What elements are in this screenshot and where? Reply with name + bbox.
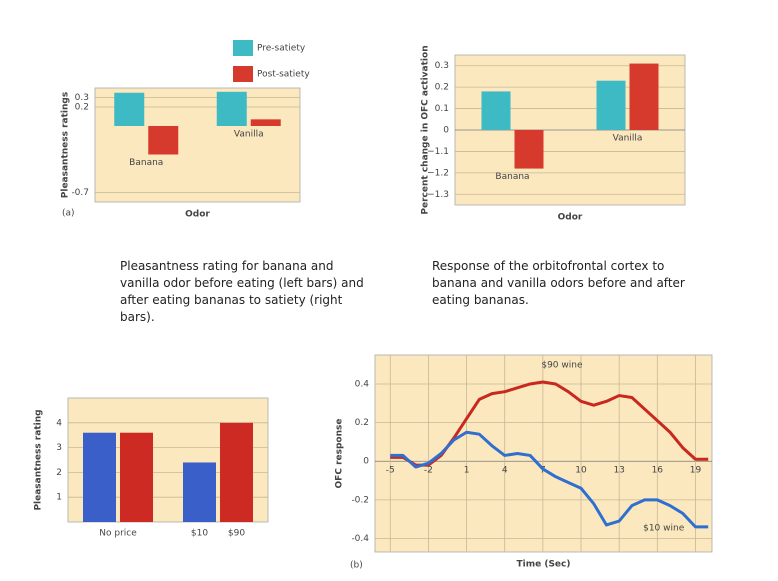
y-tick-label: 0.4: [355, 379, 370, 389]
y-tick-label: −1.3: [427, 190, 449, 200]
bar-label: $90: [228, 529, 245, 539]
bar: [83, 432, 116, 522]
category-label: Banana: [495, 172, 529, 182]
y-tick-label: 0: [363, 457, 369, 467]
bar: [596, 80, 626, 130]
category-label: No price: [99, 529, 137, 539]
y-tick-label: 3: [56, 443, 62, 453]
category-label: Banana: [129, 158, 163, 168]
legend-label: Pre-satiety: [257, 44, 306, 54]
bar: [250, 119, 281, 126]
y-tick-label: 0.3: [435, 61, 449, 71]
x-axis-label: Odor: [558, 213, 583, 223]
y-tick-label: -0.4: [351, 534, 369, 544]
y-tick-label: 0.3: [75, 93, 89, 103]
bar: [629, 63, 659, 131]
y-tick-label: 0.2: [75, 103, 89, 113]
x-tick-label: -2: [424, 466, 433, 476]
bar-label: $10: [191, 529, 208, 539]
y-axis-label: Percent change in OFC activation: [421, 45, 431, 214]
y-axis-label: Pleasantness ratings: [61, 92, 71, 198]
bar: [114, 92, 145, 126]
y-axis-label: OFC response: [335, 419, 345, 489]
caption: Response of the orbitofrontal cortex to …: [432, 259, 685, 307]
y-tick-label: −1.2: [427, 168, 449, 178]
y-tick-label: 0.1: [435, 104, 449, 114]
x-tick-label: 10: [575, 466, 587, 476]
y-axis-label: Pleasantness rating: [34, 409, 44, 510]
bar: [148, 126, 179, 155]
x-tick-label: -5: [386, 466, 395, 476]
legend-label: Post-satiety: [257, 70, 310, 80]
bar: [220, 422, 253, 522]
x-tick-label: 4: [502, 466, 508, 476]
y-tick-label: -0.7: [71, 188, 89, 198]
y-tick-label: 0.2: [435, 83, 449, 93]
y-tick-label: 2: [56, 468, 62, 478]
bar: [514, 130, 544, 169]
y-tick-label: 0: [443, 126, 449, 136]
annotation: $10 wine: [643, 523, 685, 533]
x-tick-label: 1: [464, 466, 470, 476]
bar: [481, 91, 511, 130]
panel-label: (a): [62, 209, 75, 219]
y-tick-label: 1: [56, 493, 62, 503]
caption: Pleasantness rating for banana and vanil…: [120, 259, 364, 324]
panel-label: (b): [350, 561, 363, 571]
category-label: Vanilla: [613, 134, 643, 144]
legend-swatch: [233, 66, 253, 82]
x-tick-label: 13: [613, 466, 624, 476]
x-tick-label: 7: [540, 466, 546, 476]
y-tick-label: -0.2: [351, 495, 369, 505]
y-tick-label: −1.1: [427, 147, 449, 157]
line: [390, 430, 709, 529]
legend-swatch: [233, 40, 253, 56]
bar: [183, 462, 216, 522]
x-tick-label: 16: [652, 466, 664, 476]
y-tick-label: 0.2: [355, 418, 369, 428]
x-axis-label: Time (Sec): [517, 560, 571, 570]
annotation: $90 wine: [541, 361, 583, 371]
category-label: Vanilla: [234, 130, 264, 140]
plot-area: [374, 354, 713, 553]
bar: [120, 432, 153, 522]
bar: [216, 91, 247, 126]
x-tick-label: 19: [690, 466, 702, 476]
y-tick-label: 4: [56, 418, 62, 428]
x-axis-label: Odor: [185, 210, 210, 220]
